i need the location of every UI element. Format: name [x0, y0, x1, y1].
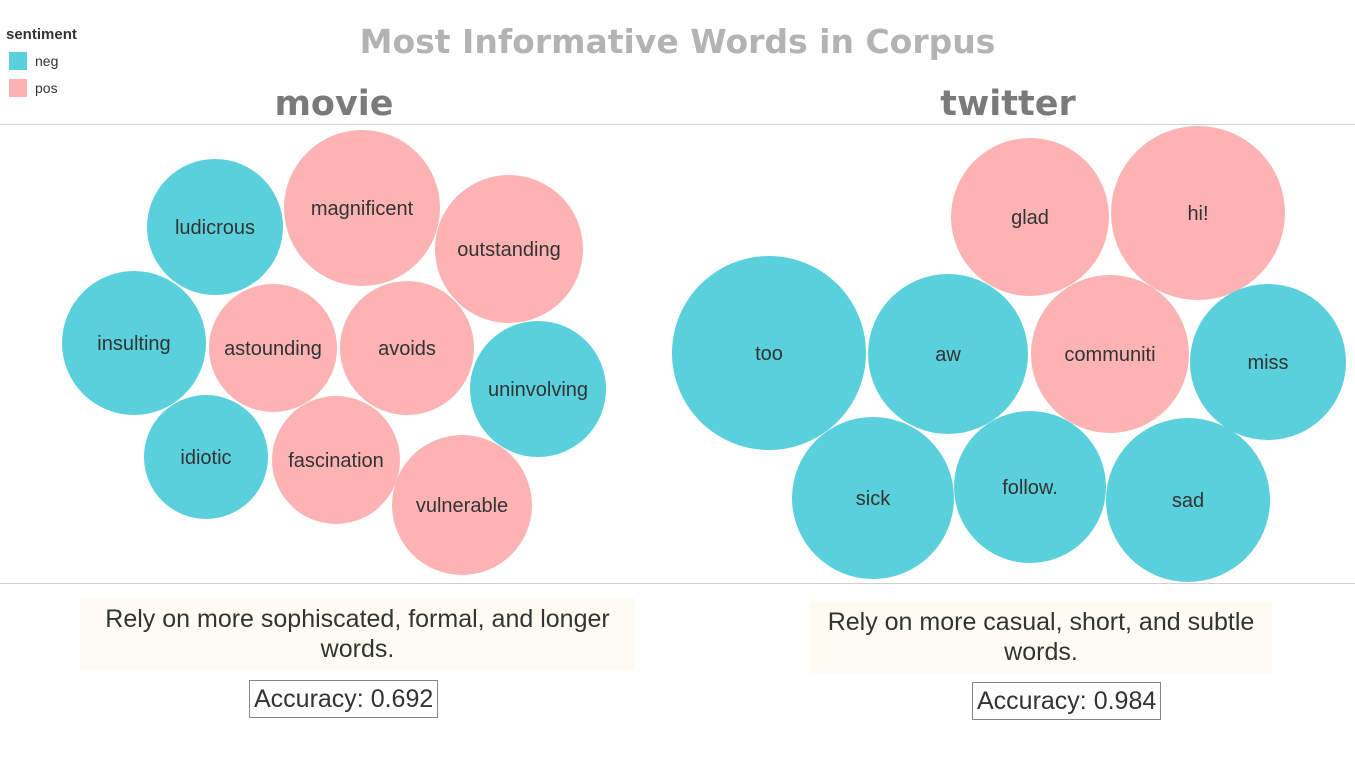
bubble-label-movie-outstanding: outstanding: [457, 239, 560, 261]
bubble-label-movie-magnificent: magnificent: [311, 198, 414, 220]
bubble-movie-fascination: [272, 396, 400, 524]
accuracy-twitter: Accuracy: 0.984: [972, 682, 1162, 720]
legend-label-pos: pos: [35, 79, 58, 96]
bubble-label-twitter-follow: follow.: [1002, 477, 1058, 499]
bubble-twitter-aw: [868, 274, 1028, 434]
bubble-movie-avoids: [340, 281, 474, 415]
bubble-twitter-follow: [954, 411, 1106, 563]
bubble-label-movie-insulting: insulting: [97, 333, 170, 355]
bubble-movie-insulting: [62, 271, 206, 415]
bubble-movie-ludicrous: [147, 159, 283, 295]
bubble-label-movie-ludicrous: ludicrous: [175, 217, 255, 239]
bubble-twitter-sick: [792, 417, 954, 579]
bubble-movie-outstanding: [435, 175, 583, 323]
bubble-twitter-too: [672, 256, 866, 450]
legend-swatch-pos: [9, 78, 27, 97]
chart-title: Most Informative Words in Corpus: [359, 22, 996, 61]
top-divider: [0, 124, 1355, 125]
legend: sentiment neg pos: [6, 26, 77, 101]
bubble-label-movie-avoids: avoids: [378, 338, 436, 360]
bubble-label-twitter-hi: hi!: [1187, 203, 1208, 225]
bubble-label-movie-vulnerable: vulnerable: [416, 495, 508, 517]
legend-item-neg: neg: [6, 47, 77, 74]
legend-swatch-neg: [9, 51, 27, 70]
bubble-movie-vulnerable: [392, 435, 532, 575]
panel-title-twitter: twitter: [940, 84, 1076, 124]
bubble-label-twitter-too: too: [755, 343, 783, 365]
accuracy-movie: Accuracy: 0.692: [249, 680, 439, 718]
bubble-twitter-sad: [1106, 418, 1270, 582]
bubble-label-twitter-sad: sad: [1172, 490, 1204, 512]
legend-item-pos: pos: [6, 74, 77, 101]
bubble-label-twitter-communiti: communiti: [1064, 344, 1155, 366]
bubble-label-twitter-aw: aw: [935, 344, 961, 366]
bottom-divider: [0, 583, 1355, 584]
bubble-movie-astounding: [209, 284, 337, 412]
bubble-movie-uninvolving: [470, 321, 606, 457]
legend-title: sentiment: [6, 26, 77, 43]
bubble-label-twitter-sick: sick: [856, 488, 891, 510]
bubble-twitter-miss: [1190, 284, 1346, 440]
bubble-movie-magnificent: [284, 130, 440, 286]
bubble-label-movie-idiotic: idiotic: [180, 447, 231, 469]
panel-title-movie: movie: [274, 84, 394, 124]
bubble-twitter-communiti: [1031, 275, 1189, 433]
bubble-label-movie-fascination: fascination: [288, 450, 384, 472]
bubble-label-twitter-miss: miss: [1247, 352, 1288, 374]
bubble-twitter-hi: [1111, 126, 1285, 300]
bubble-movie-idiotic: [144, 395, 268, 519]
bubble-label-twitter-glad: glad: [1011, 207, 1049, 229]
bubble-label-movie-uninvolving: uninvolving: [488, 379, 588, 401]
bubble-twitter-glad: [951, 138, 1109, 296]
caption-twitter: Rely on more casual, short, and subtle w…: [810, 601, 1272, 673]
legend-label-neg: neg: [35, 52, 59, 69]
caption-movie: Rely on more sophiscated, formal, and lo…: [80, 598, 635, 670]
bubble-label-movie-astounding: astounding: [224, 338, 322, 360]
